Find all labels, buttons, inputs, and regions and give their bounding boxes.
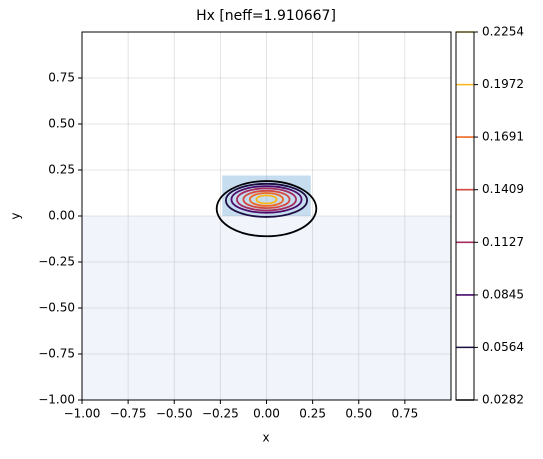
y-tick-label: 0.50 — [48, 117, 75, 131]
x-tick-label: −0.50 — [156, 407, 193, 421]
contour-line — [248, 192, 285, 207]
y-tick-label: −0.50 — [38, 301, 75, 315]
x-tick-label: −0.25 — [202, 407, 239, 421]
x-tick-label: 0.25 — [299, 407, 326, 421]
contour-line — [255, 194, 278, 205]
plot-frame — [81, 31, 452, 401]
x-tick-label: −0.75 — [110, 407, 147, 421]
contour-line — [215, 180, 318, 238]
x-tick-label: 0.50 — [345, 407, 372, 421]
contour-line — [236, 187, 297, 212]
y-tick-label: −1.00 — [38, 393, 75, 407]
y-tick-label: −0.75 — [38, 347, 75, 361]
colorbar-frame — [455, 31, 475, 401]
colorbar-tick-label: 0.1409 — [482, 182, 524, 196]
region — [82, 216, 451, 400]
x-tick-label: −1.00 — [64, 407, 101, 421]
colorbar-tick-label: 0.0564 — [482, 340, 524, 354]
chart-title: Hx [neff=1.910667] — [196, 8, 336, 24]
y-tick-label: −0.25 — [38, 255, 75, 269]
colorbar-tick-label: 0.2254 — [482, 25, 524, 39]
contour-line — [230, 185, 303, 214]
colorbar-tick-label: 0.1972 — [482, 77, 524, 91]
colorbar-tick-label: 0.0282 — [482, 393, 524, 407]
x-axis-label: x — [262, 431, 269, 445]
colorbar-tick-label: 0.0845 — [482, 287, 524, 301]
y-tick-label: 0.00 — [48, 209, 75, 223]
y-tick-label: 0.75 — [48, 71, 75, 85]
x-tick-label: 0.00 — [253, 407, 280, 421]
y-axis-label: y — [9, 212, 23, 219]
colorbar-tick-label: 0.1127 — [482, 235, 524, 249]
contour-line — [225, 182, 308, 218]
y-tick-label: 0.25 — [48, 163, 75, 177]
contour-line — [242, 189, 291, 209]
x-tick-label: 0.75 — [392, 407, 419, 421]
colorbar-tick-label: 0.1691 — [482, 130, 524, 144]
